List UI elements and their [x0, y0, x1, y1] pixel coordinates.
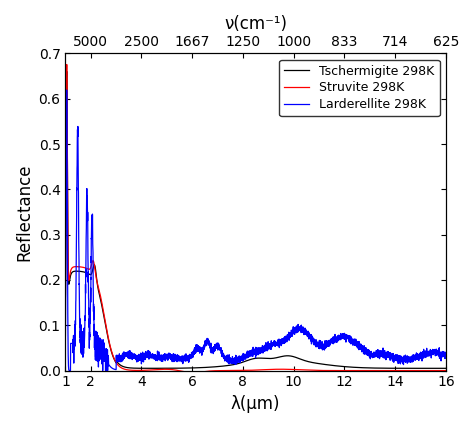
Struvite 298K [223, 368, 228, 373]
Line: Struvite 298K: Struvite 298K [65, 65, 446, 373]
Tschermigite 298K [222, 363, 228, 369]
Larderellite 298K [339, 333, 345, 339]
Larderellite 298K [100, 368, 106, 373]
Struvite 298K [244, 368, 249, 373]
Legend: Tschermigite 298K, Struvite 298K, Larderellite 298K: Tschermigite 298K, Struvite 298K, Larder… [279, 59, 439, 116]
Tschermigite 298K [226, 363, 231, 368]
Larderellite 298K [63, 333, 68, 338]
Larderellite 298K [223, 356, 228, 361]
Tschermigite 298K [64, 69, 70, 74]
Larderellite 298K [244, 353, 249, 358]
Tschermigite 298K [244, 358, 249, 363]
Line: Tschermigite 298K: Tschermigite 298K [65, 71, 446, 369]
Larderellite 298K [443, 353, 449, 358]
Larderellite 298K [431, 347, 437, 352]
Struvite 298K [191, 370, 196, 375]
Struvite 298K [443, 368, 449, 373]
Line: Larderellite 298K: Larderellite 298K [65, 90, 446, 371]
Larderellite 298K [226, 361, 231, 366]
Tschermigite 298K [443, 366, 449, 371]
Struvite 298K [226, 368, 231, 373]
Struvite 298K [412, 368, 418, 373]
Tschermigite 298K [412, 366, 418, 371]
Y-axis label: Reflectance: Reflectance [15, 163, 33, 261]
Tschermigite 298K [339, 364, 345, 369]
X-axis label: λ(μm): λ(μm) [231, 395, 280, 413]
Struvite 298K [339, 368, 345, 373]
Larderellite 298K [412, 355, 418, 360]
X-axis label: ν(cm⁻¹): ν(cm⁻¹) [224, 15, 287, 33]
Struvite 298K [63, 292, 68, 297]
Struvite 298K [64, 62, 70, 67]
Struvite 298K [431, 368, 437, 373]
Tschermigite 298K [431, 366, 437, 371]
Tschermigite 298K [63, 294, 68, 299]
Larderellite 298K [64, 87, 70, 92]
